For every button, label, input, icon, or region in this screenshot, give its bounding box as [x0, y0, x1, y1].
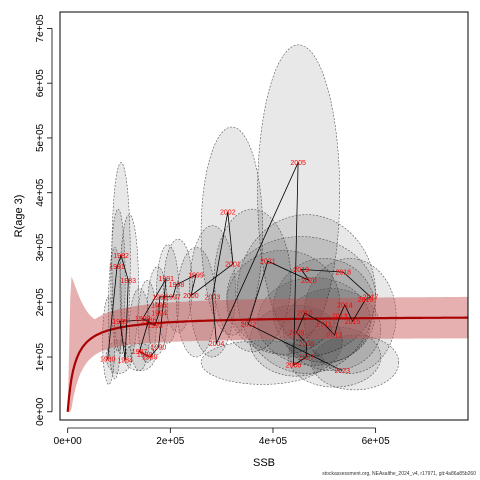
- stock-recruitment-path: [107, 162, 372, 372]
- year-label-2006: 2006: [286, 363, 302, 370]
- year-label-2011: 2011: [317, 322, 332, 329]
- year-label-1994: 1994: [151, 311, 167, 318]
- year-label-2018: 2018: [336, 270, 352, 277]
- year-label-2017: 2017: [363, 294, 379, 301]
- year-label-1991: 1991: [158, 276, 174, 283]
- confidence-ellipses: [102, 44, 400, 391]
- confidence-ellipse: [176, 247, 216, 358]
- year-label-1989: 1989: [142, 355, 158, 362]
- x-tick-label: 4e+05: [259, 436, 288, 447]
- confidence-ellipse: [189, 225, 236, 358]
- year-label-2019: 2019: [293, 267, 309, 274]
- year-label-1980: 1980: [100, 357, 116, 364]
- year-label-2000: 2000: [183, 293, 199, 300]
- confidence-ellipse: [249, 304, 343, 377]
- y-tick-label: 7e+05: [35, 14, 46, 43]
- x-tick-label: 0e+00: [54, 436, 83, 447]
- year-label-1981: 1981: [109, 264, 125, 271]
- year-label-2007: 2007: [299, 355, 315, 362]
- year-label-1990: 1990: [151, 345, 167, 352]
- year-label-1993: 1993: [147, 323, 163, 330]
- year-label-2013: 2013: [332, 313, 348, 320]
- year-label-1984: 1984: [117, 357, 133, 364]
- y-tick-label: 6e+05: [35, 69, 46, 98]
- confidence-ellipse: [226, 249, 340, 355]
- year-label-2022: 2022: [241, 322, 257, 329]
- year-label-1999: 1999: [188, 272, 204, 279]
- confidence-ellipse: [288, 326, 382, 388]
- sr-curve-line: [66, 316, 468, 412]
- confidence-ellipse: [311, 334, 400, 391]
- year-label-2010: 2010: [297, 311, 313, 318]
- confidence-band: [67, 276, 468, 412]
- y-tick-label: 3e+05: [35, 233, 46, 262]
- confidence-ellipse: [156, 244, 180, 344]
- y-axis: 0e+00 1e+05 2e+05 3e+05 4e+05 5e+05 6e+05 7e+05: [35, 14, 53, 426]
- year-path-line: [107, 162, 372, 372]
- year-label-1996: 1996: [152, 294, 168, 301]
- year-label-2008: 2008: [299, 341, 315, 348]
- confidence-ellipse: [146, 266, 169, 355]
- year-label-1982: 1982: [113, 253, 129, 260]
- confidence-ellipse: [282, 288, 382, 372]
- x-axis: 0e+00 2e+05 4e+05 6e+05: [54, 427, 391, 447]
- year-label-1985: 1985: [112, 319, 128, 326]
- year-label-1992: 1992: [135, 316, 151, 323]
- confidence-ellipse: [200, 126, 264, 336]
- year-label-1987: 1987: [132, 349, 148, 356]
- year-label-1997: 1997: [165, 294, 181, 301]
- year-label-2003: 2003: [205, 294, 221, 301]
- y-tick-label: 0e+00: [35, 397, 46, 426]
- confidence-ellipse: [123, 343, 156, 372]
- year-label-1986: 1986: [141, 317, 157, 324]
- y-tick-label: 4e+05: [35, 178, 46, 207]
- x-tick-label: 6e+05: [362, 436, 391, 447]
- y-tick-label: 5e+05: [35, 123, 46, 152]
- year-label-1988: 1988: [137, 352, 153, 359]
- x-axis-title: SSB: [253, 457, 275, 469]
- year-label-2009: 2009: [289, 330, 305, 337]
- year-labels: 1980 1981 1982 1983 1984 1985 1986 198719881989…: [100, 160, 378, 375]
- year-label-2004: 2004: [209, 341, 225, 348]
- year-label-1983: 1983: [120, 278, 136, 285]
- confidence-ellipse: [163, 238, 193, 333]
- x-tick-label: 2e+05: [156, 436, 185, 447]
- plot-frame: [59, 11, 469, 421]
- confidence-ellipse: [107, 247, 122, 380]
- year-label-1995: 1995: [151, 302, 167, 309]
- footer-credit: stockassessment.org, NEAsalthe_2024_v4, …: [322, 471, 476, 477]
- confidence-ellipse: [257, 44, 340, 341]
- year-label-2020: 2020: [301, 278, 317, 285]
- y-tick-label: 2e+05: [35, 288, 46, 317]
- curve-confidence-band: [67, 276, 468, 412]
- y-axis-title: R(age 3): [13, 195, 25, 238]
- year-label-2014: 2014: [337, 302, 353, 309]
- year-label-2016: 2016: [358, 297, 374, 304]
- year-label-2012: 2012: [327, 333, 343, 340]
- year-label-2001: 2001: [225, 261, 241, 268]
- year-label-2023: 2023: [334, 368, 350, 375]
- year-label-2015: 2015: [345, 319, 361, 326]
- sr-curve: [66, 316, 468, 412]
- confidence-ellipse: [110, 208, 126, 352]
- year-label-2002: 2002: [220, 209, 236, 216]
- y-tick-label: 1e+05: [35, 343, 46, 372]
- year-label-2005: 2005: [290, 160, 306, 167]
- year-label-2021: 2021: [260, 259, 276, 266]
- year-label-1998: 1998: [169, 282, 185, 289]
